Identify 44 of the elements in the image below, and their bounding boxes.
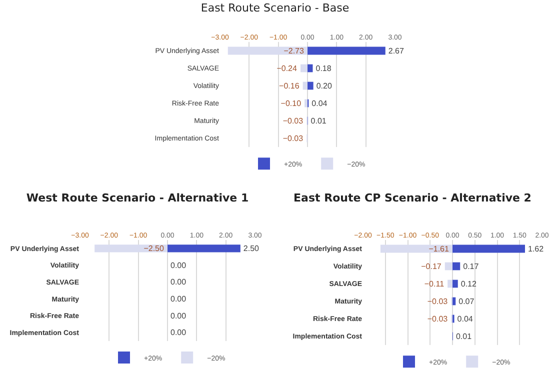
bar <box>452 297 456 306</box>
data-label: −0.03 <box>282 134 304 143</box>
data-label: 0.01 <box>456 332 472 341</box>
bar <box>452 280 458 288</box>
bar <box>444 262 452 270</box>
data-label: −0.24 <box>276 64 298 73</box>
data-label: −0.16 <box>279 81 300 90</box>
chart-title: East Route CP Scenario - Alternative 2 <box>294 192 532 205</box>
data-label: −0.17 <box>421 262 442 271</box>
data-label: −2.50 <box>144 244 164 253</box>
data-label: 0.00 <box>170 311 187 320</box>
bar <box>304 99 308 108</box>
data-label: −0.10 <box>280 98 302 108</box>
data-label: 0.17 <box>463 262 480 271</box>
data-label: 0.04 <box>312 98 328 108</box>
data-label: 0.04 <box>457 314 474 324</box>
chart-title: East Route Scenario - Base <box>200 2 350 15</box>
bar <box>302 82 308 90</box>
bar <box>308 82 314 90</box>
data-label: 1.62 <box>528 244 544 254</box>
bar <box>308 46 386 55</box>
data-label: 0.00 <box>170 278 187 287</box>
data-label: 0.00 <box>170 294 187 304</box>
bar <box>300 64 308 72</box>
bar <box>452 244 525 253</box>
data-label: −0.03 <box>427 314 448 324</box>
data-label: 2.67 <box>388 46 404 56</box>
data-label: −0.03 <box>282 116 304 126</box>
data-label: 2.50 <box>243 244 260 253</box>
chart-title: West Route Scenario - Alternative 1 <box>26 192 249 205</box>
data-label: 0.00 <box>170 328 187 338</box>
bar <box>308 64 313 72</box>
data-label: 0.07 <box>458 296 475 306</box>
data-label: 0.12 <box>460 279 477 288</box>
data-label: 0.01 <box>310 116 327 126</box>
data-label: 0.00 <box>170 260 187 270</box>
data-label: 0.18 <box>316 64 332 73</box>
data-label: −2.73 <box>284 46 304 56</box>
data-label: −0.03 <box>427 296 448 306</box>
data-label: −1.61 <box>428 244 450 254</box>
bar <box>452 262 460 270</box>
bar <box>448 280 452 288</box>
data-label: −0.11 <box>424 279 445 288</box>
data-label: 0.20 <box>316 81 332 90</box>
